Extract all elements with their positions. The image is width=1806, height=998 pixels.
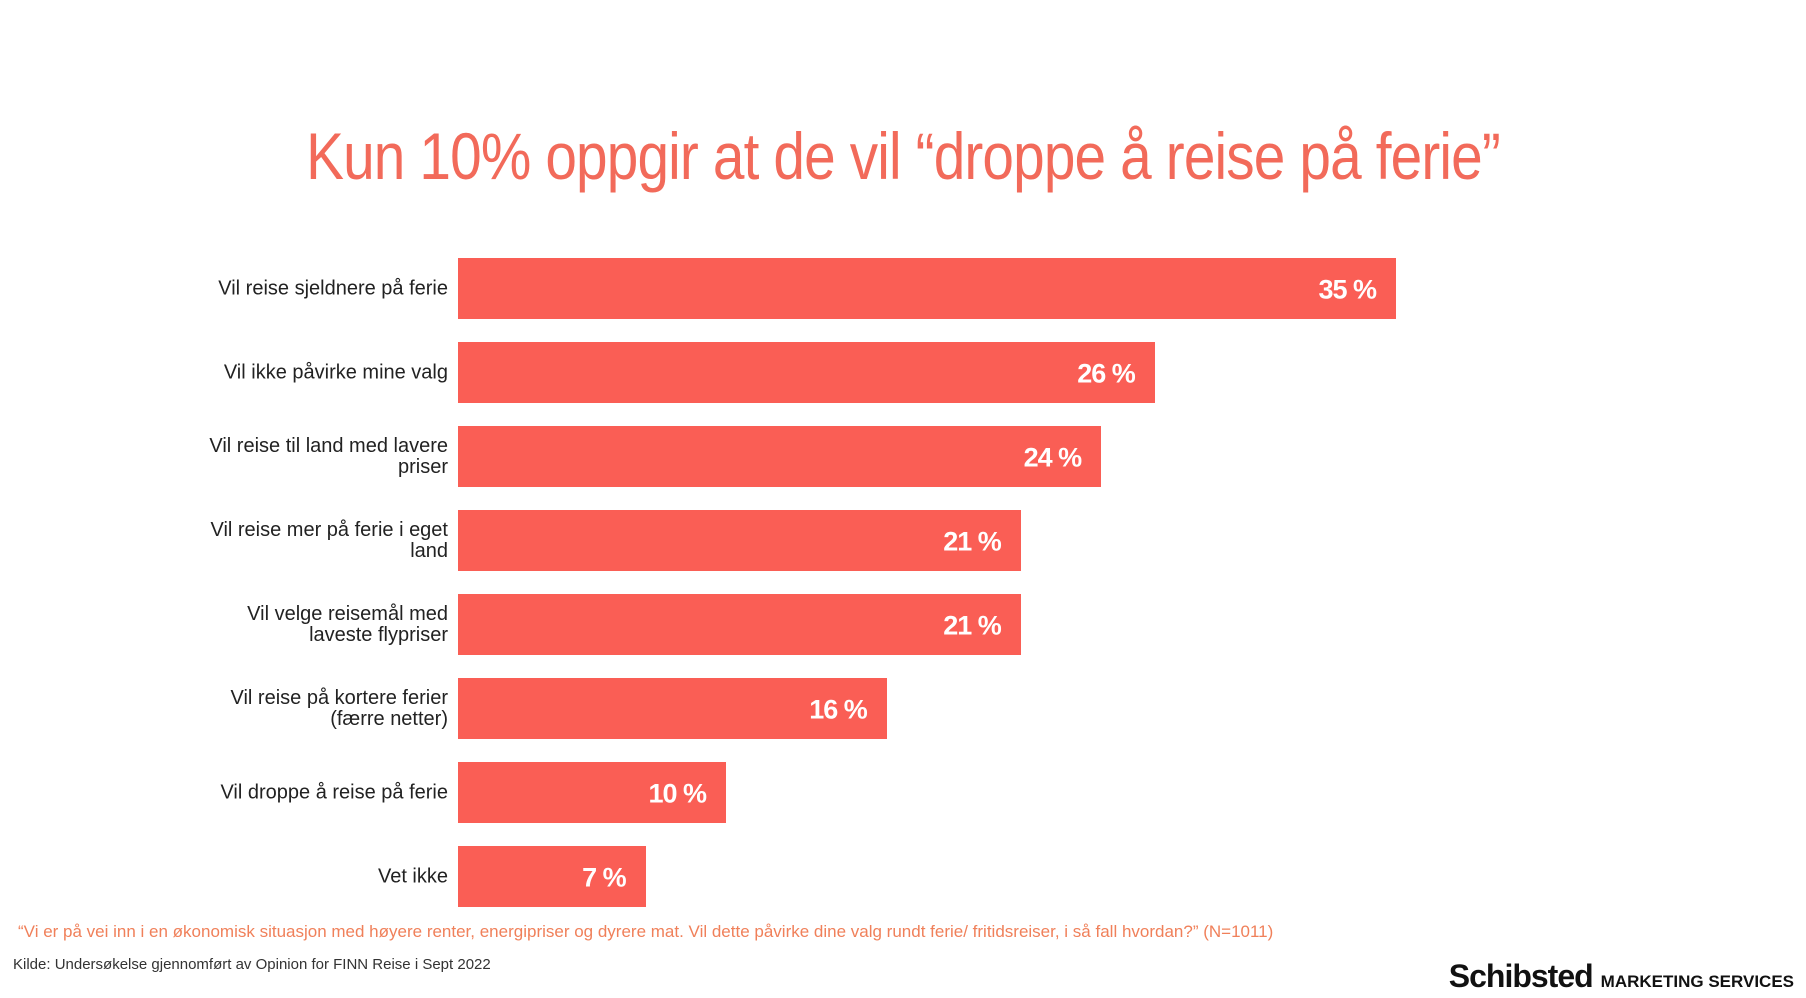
chart-title: Kun 10% oppgir at de vil “droppe å reise… <box>306 119 1501 193</box>
survey-question: “Vi er på vei inn i en økonomisk situasj… <box>18 922 1274 941</box>
value-label: 35 % <box>1318 274 1377 304</box>
value-label: 24 % <box>1023 442 1083 472</box>
category-label: Vil reise til land med lavere priser <box>209 434 448 478</box>
category-label: Vil velge reisemål med laveste flypriser <box>247 602 448 646</box>
category-label: Vet ikke <box>377 865 448 887</box>
category-label: Vil reise på kortere ferier (færre nette… <box>230 686 449 730</box>
bar <box>458 426 1102 487</box>
bar <box>458 258 1396 319</box>
bar <box>458 594 1021 655</box>
logo-name: Schibsted <box>1448 958 1594 994</box>
value-label: 26 % <box>1077 358 1136 388</box>
value-label: 7 % <box>582 862 627 892</box>
value-label: 21 % <box>943 610 1002 640</box>
category-label: Vil reise sjeldnere på ferie <box>218 277 448 299</box>
value-label: 16 % <box>809 694 868 724</box>
bar <box>458 342 1155 403</box>
bar <box>458 678 887 739</box>
bar <box>458 846 646 907</box>
logo-tagline: MARKETING SERVICES <box>1600 972 1794 991</box>
value-label: 10 % <box>648 778 707 808</box>
value-label: 21 % <box>943 526 1002 556</box>
bar <box>458 510 1021 571</box>
bar <box>458 762 726 823</box>
category-label: Vil ikke påvirke mine valg <box>223 361 448 383</box>
category-label: Vil droppe å reise på ferie <box>220 781 448 803</box>
category-label: Vil reise mer på ferie i eget land <box>210 518 448 562</box>
logo: Schibsted MARKETING SERVICES <box>1449 958 1794 995</box>
source-note: Kilde: Undersøkelse gjennomført av Opini… <box>13 956 491 973</box>
